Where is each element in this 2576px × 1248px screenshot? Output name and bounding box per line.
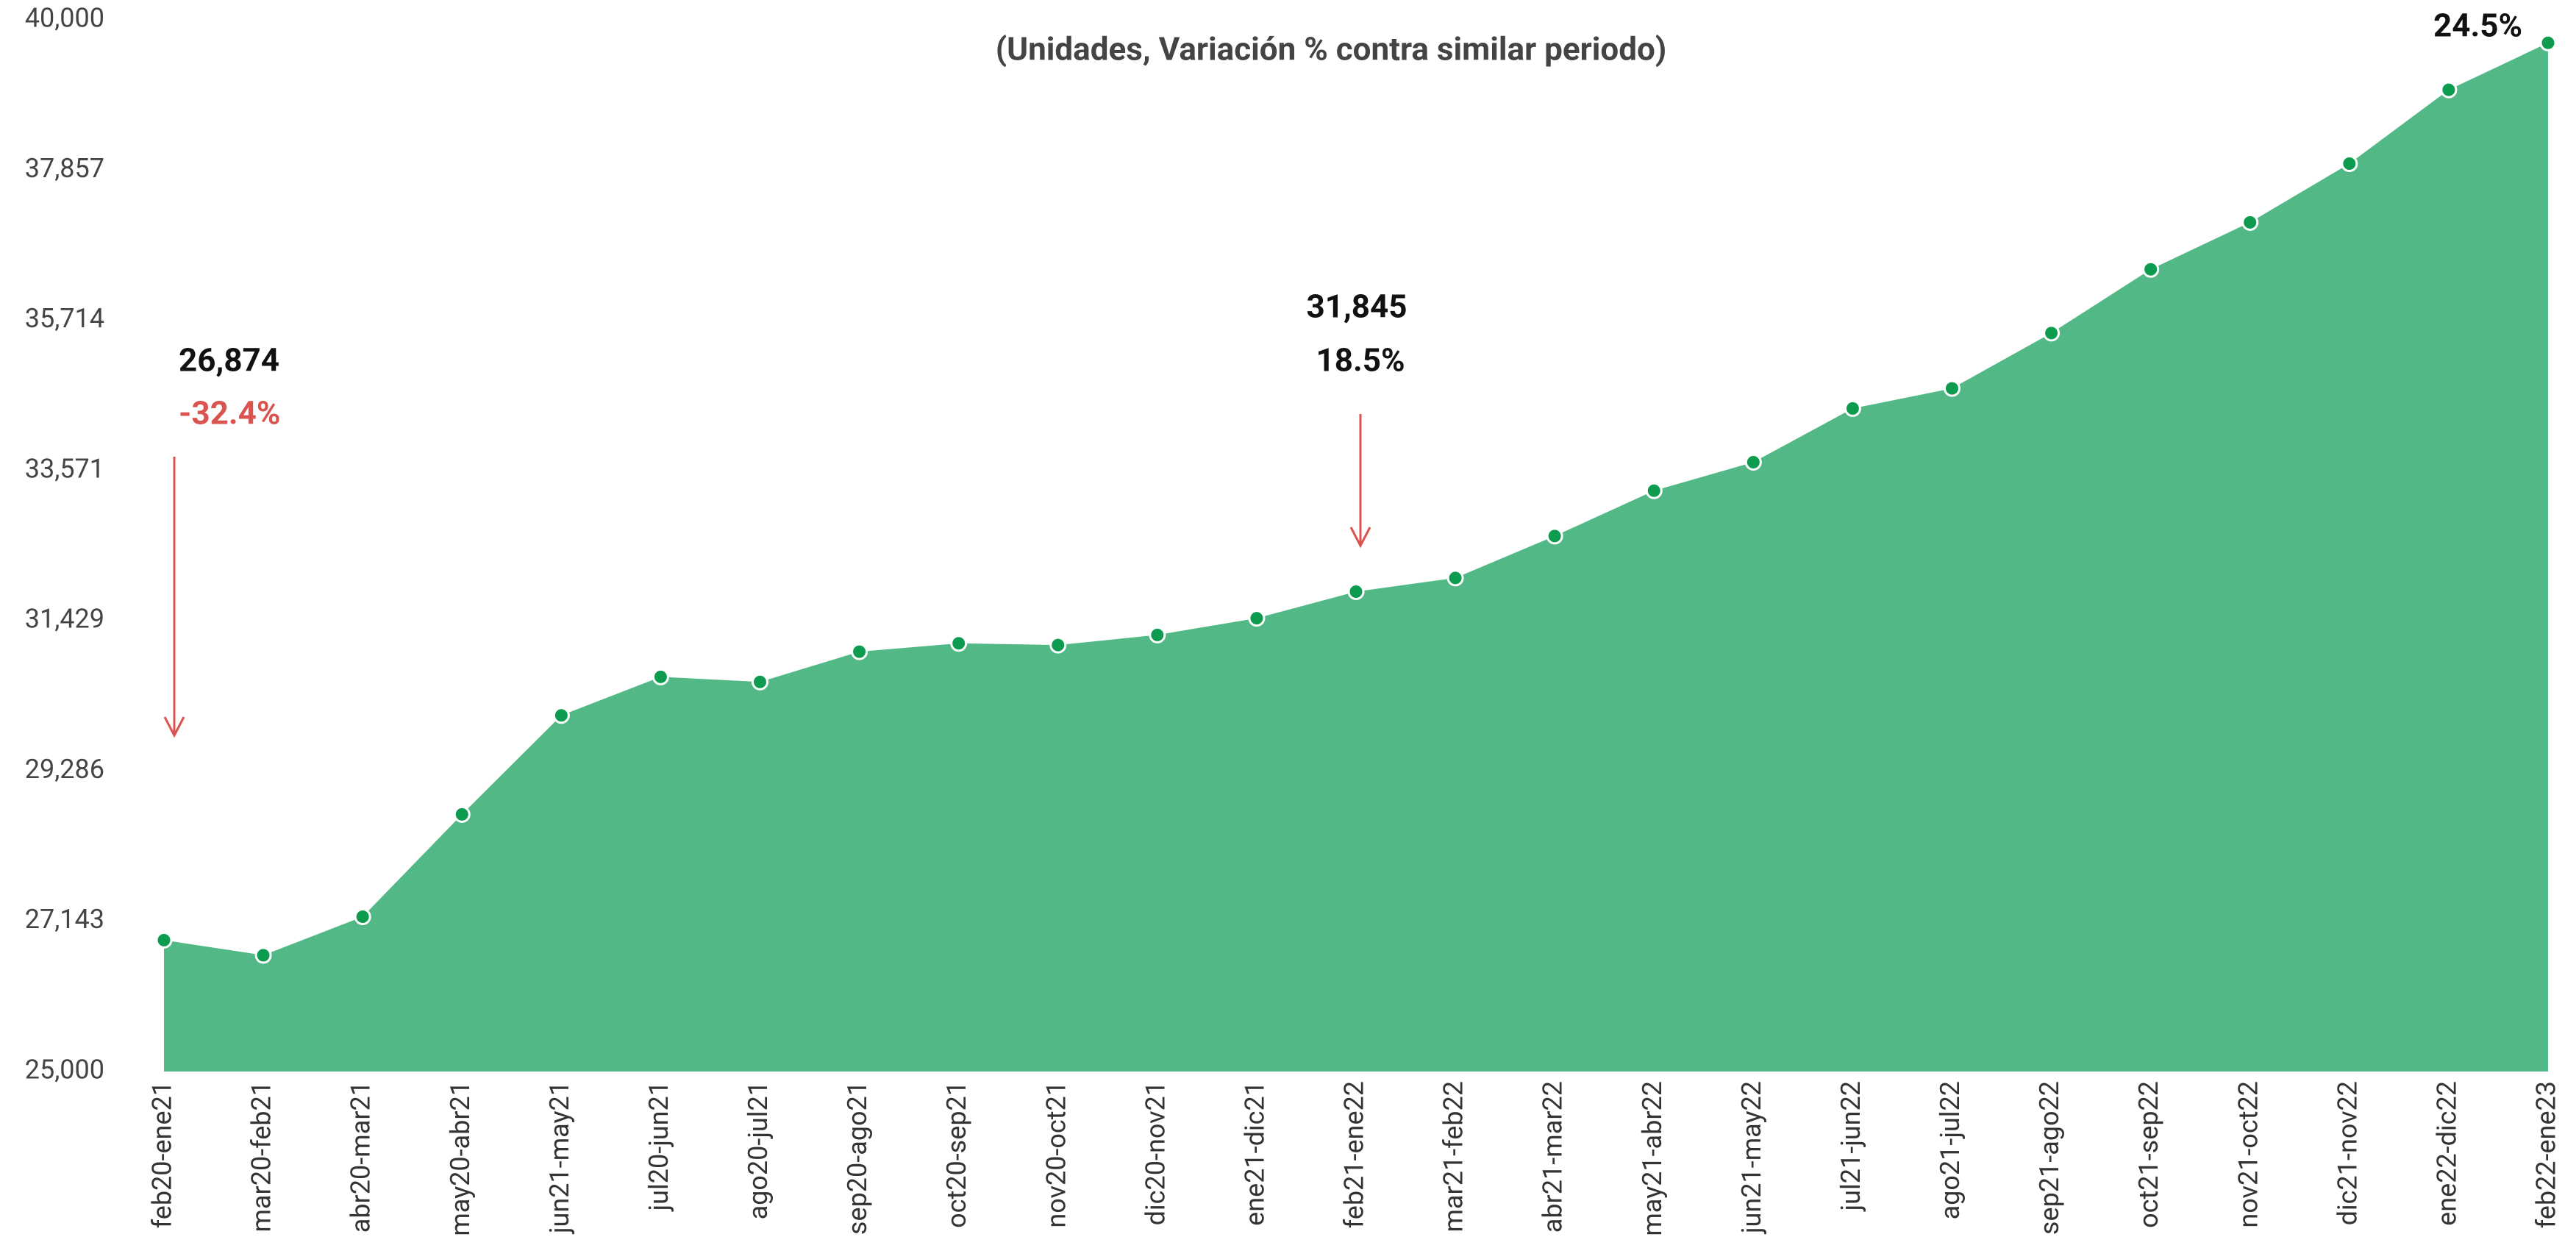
x-tick-label: abr21-mar22	[1538, 1081, 1569, 1233]
marker	[254, 946, 272, 964]
marker	[2142, 260, 2160, 278]
x-tick-label: jul20-jun21	[643, 1081, 674, 1212]
x-tick-label: ene22-dic22	[2431, 1081, 2462, 1226]
x-tick-label: jul21-jun22	[1835, 1081, 1866, 1212]
annotation: 31,845	[1306, 288, 1407, 326]
marker	[1546, 527, 1563, 545]
x-tick-label: may21-abr22	[1637, 1081, 1668, 1236]
x-tick-label: ene21-dic21	[1239, 1081, 1270, 1226]
annotation: 26,874	[179, 341, 279, 379]
x-tick-label: ago20-jul21	[743, 1081, 774, 1219]
x-tick-label: feb21-ene22	[1339, 1081, 1370, 1228]
marker	[1347, 582, 1365, 600]
marker	[1944, 379, 1960, 397]
marker	[1248, 610, 1266, 627]
y-tick-label: 29,286	[25, 754, 104, 785]
x-tick-label: abr20-mar21	[346, 1081, 377, 1233]
y-tick-label: 25,000	[25, 1055, 104, 1085]
x-tick-label: mar21-feb22	[1438, 1081, 1469, 1233]
marker	[752, 673, 768, 691]
x-tick-label: nov21-oct22	[2233, 1081, 2263, 1228]
x-tick-label: dic20-nov21	[1140, 1081, 1171, 1225]
chart-subtitle: (Unidades, Variación % contra similar pe…	[996, 30, 1667, 68]
x-tick-label: dic21-nov22	[2332, 1081, 2363, 1225]
y-tick-label: 33,571	[25, 453, 104, 484]
y-tick-label: 37,857	[25, 153, 104, 184]
marker	[2341, 155, 2358, 173]
marker	[1645, 482, 1663, 499]
marker	[950, 635, 968, 652]
annotation: 18.5%	[1316, 341, 1405, 379]
marker	[155, 931, 173, 949]
marker	[2241, 213, 2259, 231]
area	[164, 43, 2548, 1072]
marker	[552, 707, 570, 724]
marker	[2440, 81, 2458, 99]
x-tick-label: jun21-may21	[544, 1081, 575, 1235]
marker	[453, 805, 471, 823]
x-tick-label: oct21-sep22	[2133, 1081, 2164, 1228]
y-tick-label: 40,000	[25, 3, 104, 34]
y-tick-label: 27,143	[25, 904, 104, 935]
marker	[354, 908, 371, 926]
x-tick-label: feb20-ene21	[147, 1081, 178, 1228]
x-tick-label: jun21-may22	[1736, 1081, 1767, 1235]
arrow-head	[163, 716, 185, 738]
arrows	[163, 414, 1371, 738]
marker	[2539, 34, 2557, 51]
x-tick-label: sep21-ago22	[2034, 1081, 2065, 1235]
annotation: 24.5%	[2433, 7, 2522, 45]
marker	[1844, 399, 1861, 417]
marker	[851, 643, 868, 660]
x-tick-label: oct20-sep21	[941, 1081, 972, 1228]
x-tick-label: nov20-oct21	[1041, 1081, 1071, 1228]
x-tick-label: ago21-jul22	[1935, 1081, 1966, 1219]
x-tick-label: feb22-ene23	[2531, 1081, 2562, 1228]
marker	[1446, 569, 1464, 587]
y-tick-label: 35,714	[25, 303, 104, 334]
x-tick-label: sep20-ago21	[842, 1081, 873, 1235]
y-tick-label: 31,429	[25, 604, 104, 635]
arrow-head	[1349, 527, 1371, 549]
x-tick-label: may20-abr21	[445, 1081, 476, 1236]
annotation: -32.4%	[179, 394, 280, 432]
x-tick-label: mar20-feb21	[246, 1081, 277, 1233]
marker	[1744, 453, 1762, 471]
marker	[652, 668, 669, 685]
marker	[2043, 324, 2061, 342]
marker	[1149, 626, 1166, 643]
marker	[1049, 636, 1067, 654]
